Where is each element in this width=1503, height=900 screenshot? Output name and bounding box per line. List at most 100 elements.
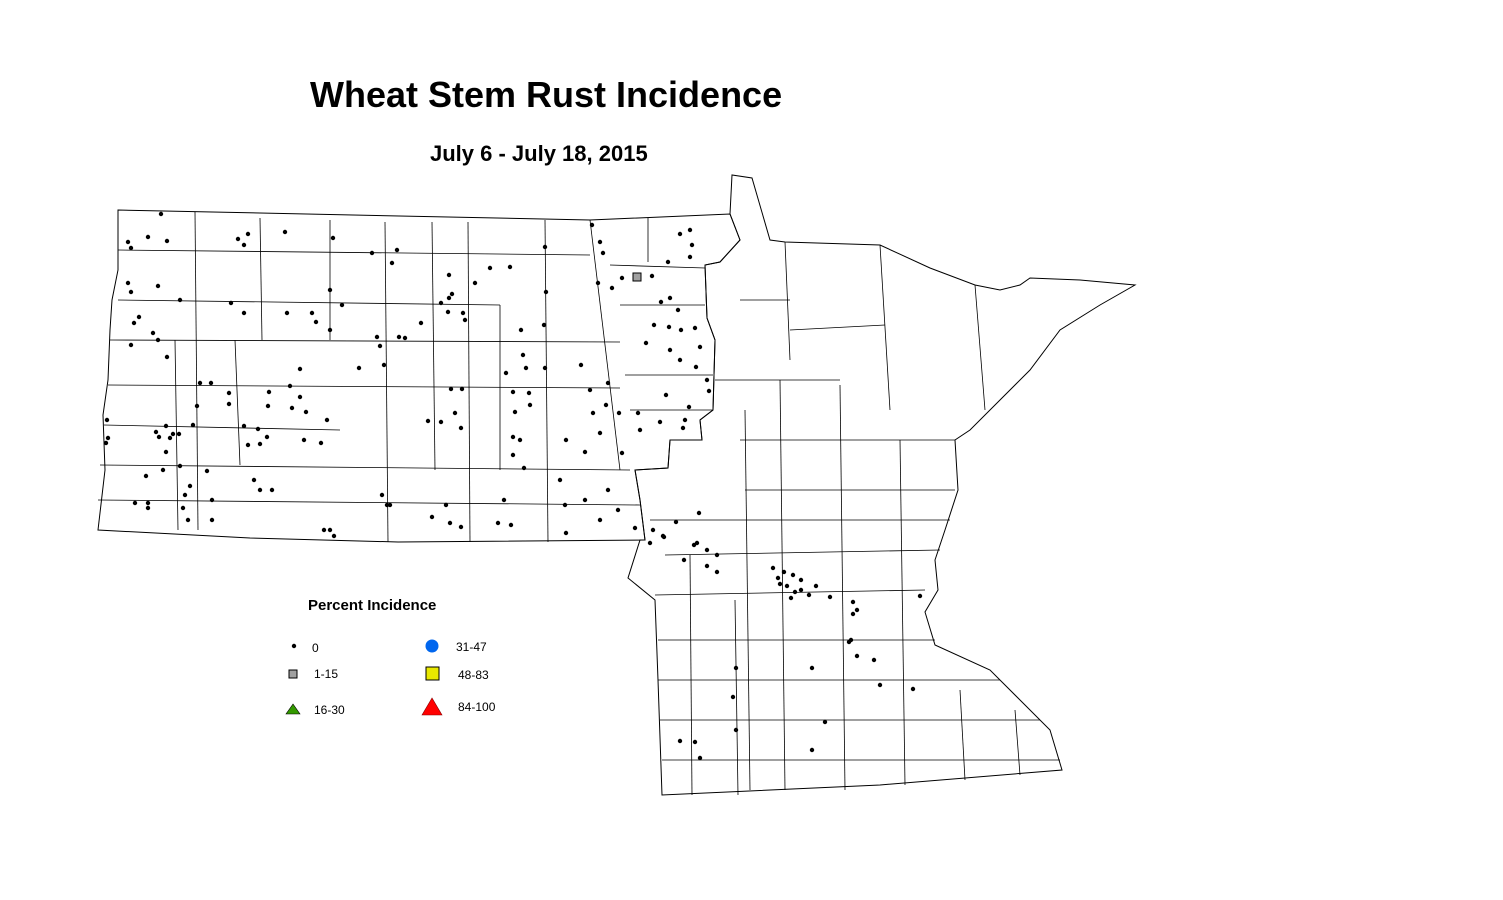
site-marker-0 — [665, 259, 671, 265]
site-marker-0 — [619, 450, 625, 456]
legend-label-31-47: 31-47 — [456, 640, 487, 654]
site-marker-0 — [145, 234, 151, 240]
county-boundary — [99, 464, 631, 471]
site-marker-0 — [507, 264, 513, 270]
site-marker-0 — [692, 739, 698, 745]
county-boundary — [974, 284, 986, 411]
site-marker-0 — [330, 235, 336, 241]
site-marker-0 — [284, 310, 290, 316]
site-marker-0 — [204, 468, 210, 474]
site-marker-0 — [429, 514, 435, 520]
site-marker-0 — [510, 434, 516, 440]
site-marker-0 — [136, 314, 142, 320]
site-marker-0 — [282, 229, 288, 235]
site-marker-0 — [297, 394, 303, 400]
site-marker-0 — [850, 611, 856, 617]
site-marker-0 — [264, 434, 270, 440]
site-marker-0 — [324, 417, 330, 423]
site-marker-0 — [301, 437, 307, 443]
county-boundary — [664, 549, 941, 556]
site-marker-0 — [472, 280, 478, 286]
site-marker-0 — [150, 330, 156, 336]
site-marker-0 — [910, 686, 916, 692]
legend-square-gray-icon — [288, 669, 298, 679]
county-boundary — [744, 409, 751, 791]
site-marker-0 — [650, 527, 656, 533]
site-marker-0 — [339, 302, 345, 308]
site-marker-0 — [303, 409, 309, 415]
site-marker-0 — [170, 431, 176, 437]
site-marker-0 — [666, 324, 672, 330]
site-marker-0 — [770, 565, 776, 571]
site-marker-0 — [777, 581, 783, 587]
site-marker-0 — [462, 317, 468, 323]
site-marker-0 — [251, 477, 257, 483]
site-marker-0 — [541, 322, 547, 328]
site-marker-0 — [615, 507, 621, 513]
site-marker-0 — [452, 410, 458, 416]
site-marker-0 — [163, 449, 169, 455]
site-marker-0 — [369, 250, 375, 256]
site-marker-0 — [389, 260, 395, 266]
site-marker-0 — [180, 505, 186, 511]
site-marker-0 — [696, 510, 702, 516]
site-marker-0 — [563, 530, 569, 536]
site-marker-0 — [693, 364, 699, 370]
site-marker-0 — [131, 320, 137, 326]
county-boundary — [117, 249, 591, 256]
site-marker-0 — [185, 517, 191, 523]
site-marker-0 — [667, 347, 673, 353]
north-dakota-outline — [97, 209, 741, 543]
legend-circle-blue-icon — [425, 639, 439, 653]
county-boundary — [839, 384, 846, 791]
site-marker-0 — [527, 402, 533, 408]
site-marker-0 — [661, 534, 667, 540]
site-marker-0 — [877, 682, 883, 688]
site-marker-0 — [649, 273, 655, 279]
site-marker-0 — [846, 639, 852, 645]
site-marker-0 — [446, 272, 452, 278]
site-marker-0 — [510, 389, 516, 395]
site-marker-0 — [704, 547, 710, 553]
site-marker-0 — [587, 387, 593, 393]
site-marker-0 — [543, 289, 549, 295]
site-marker-0 — [128, 342, 134, 348]
county-boundary — [879, 244, 891, 411]
legend-triangle-green-icon — [285, 703, 301, 715]
site-marker-0 — [809, 665, 815, 671]
site-marker-0 — [733, 727, 739, 733]
site-marker-0 — [605, 380, 611, 386]
site-marker-0 — [677, 231, 683, 237]
county-boundary — [194, 211, 199, 531]
site-marker-0 — [245, 231, 251, 237]
county-boundary — [899, 439, 906, 786]
legend-dot-icon — [291, 643, 297, 649]
site-marker-0 — [697, 755, 703, 761]
site-marker-0 — [255, 426, 261, 432]
site-marker-1-15 — [632, 272, 642, 282]
county-boundary — [97, 499, 641, 506]
site-marker-0 — [145, 505, 151, 511]
map-subtitle: July 6 - July 18, 2015 — [430, 141, 648, 166]
county-boundary — [589, 219, 621, 471]
county-boundary — [544, 219, 549, 543]
site-marker-0 — [605, 487, 611, 493]
site-marker-0 — [143, 473, 149, 479]
site-marker-0 — [257, 441, 263, 447]
site-marker-0 — [327, 327, 333, 333]
county-boundary — [467, 221, 471, 543]
county-boundary — [103, 424, 341, 431]
site-marker-0 — [379, 492, 385, 498]
site-marker-0 — [103, 440, 109, 446]
site-marker-0 — [449, 291, 455, 297]
site-marker-0 — [854, 653, 860, 659]
site-marker-0 — [600, 250, 606, 256]
site-marker-0 — [245, 442, 251, 448]
site-marker-0 — [182, 492, 188, 498]
site-marker-0 — [677, 738, 683, 744]
site-marker-0 — [164, 238, 170, 244]
site-marker-0 — [125, 280, 131, 286]
site-marker-0 — [827, 594, 833, 600]
site-marker-0 — [438, 300, 444, 306]
site-marker-0 — [158, 211, 164, 217]
